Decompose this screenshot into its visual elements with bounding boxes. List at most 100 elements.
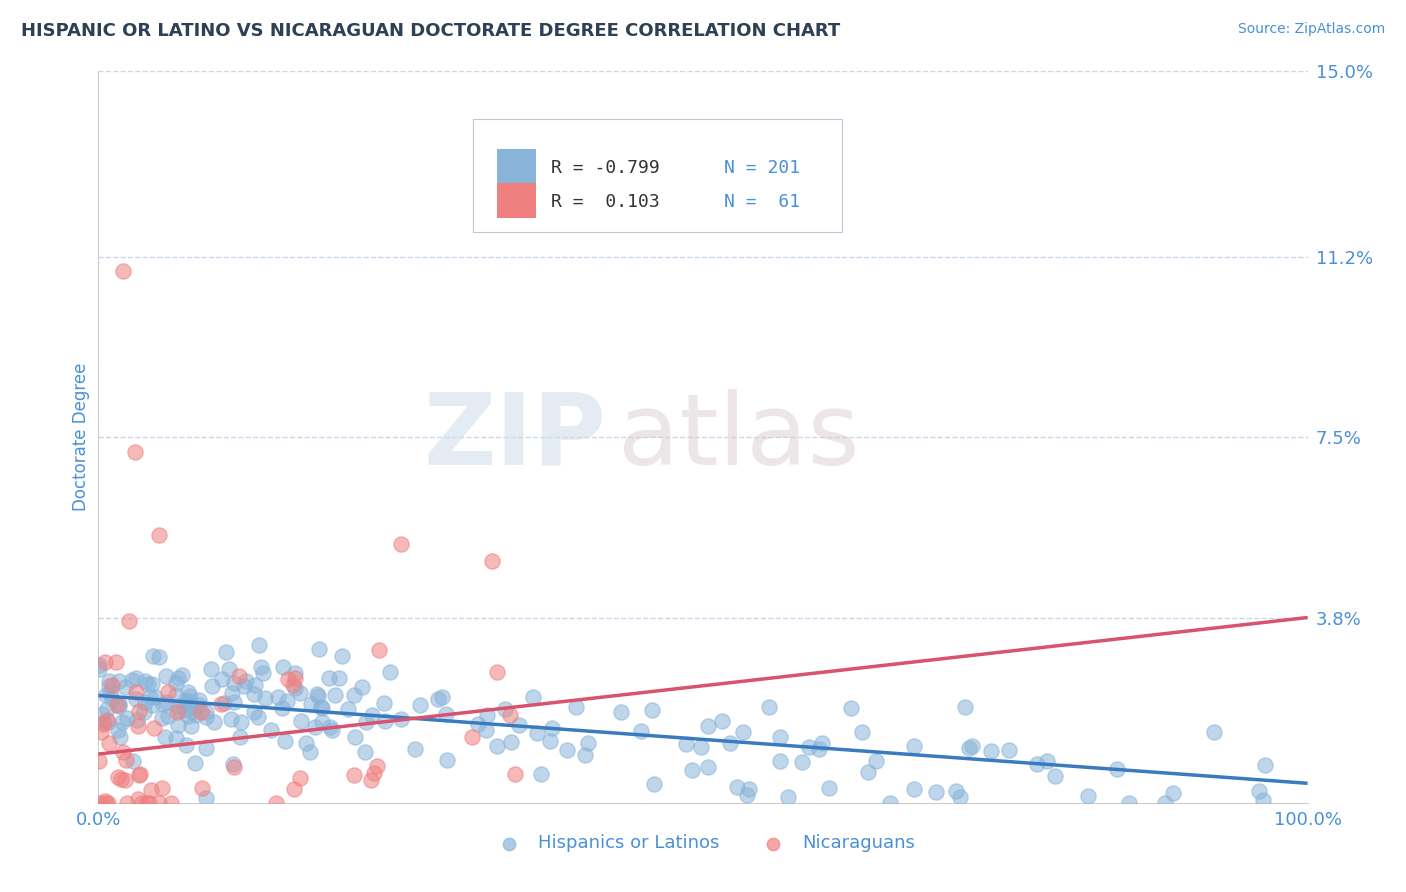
- Point: [94, 794, 117, 808]
- Point: [499, 707, 522, 722]
- Point: [298, 745, 321, 759]
- Point: [461, 730, 484, 744]
- Point: [731, 724, 754, 739]
- Point: [264, 796, 287, 810]
- Point: [630, 723, 652, 738]
- Point: [169, 699, 191, 714]
- Point: [114, 773, 136, 788]
- Point: [246, 710, 269, 724]
- Point: [177, 695, 200, 709]
- Point: [111, 264, 134, 278]
- FancyBboxPatch shape: [474, 119, 842, 232]
- Point: [776, 789, 799, 804]
- Point: [949, 790, 972, 805]
- Point: [643, 777, 665, 791]
- Point: [177, 695, 200, 709]
- Point: [194, 790, 217, 805]
- Point: [503, 767, 526, 781]
- Point: [486, 665, 509, 680]
- Point: [153, 730, 176, 744]
- Point: [475, 708, 498, 723]
- Point: [735, 788, 758, 802]
- Point: [141, 698, 163, 712]
- Point: [243, 678, 266, 692]
- Point: [758, 700, 780, 714]
- FancyBboxPatch shape: [498, 183, 536, 218]
- Point: [270, 701, 292, 715]
- Point: [229, 714, 252, 729]
- Point: [1025, 756, 1047, 771]
- Text: ZIP: ZIP: [423, 389, 606, 485]
- Point: [522, 690, 544, 704]
- Point: [309, 699, 332, 714]
- Point: [141, 677, 163, 691]
- Point: [305, 687, 328, 701]
- Point: [276, 694, 298, 708]
- Point: [209, 698, 232, 712]
- Point: [283, 678, 305, 692]
- Point: [165, 688, 187, 702]
- Point: [98, 686, 121, 700]
- Point: [176, 685, 198, 699]
- Point: [150, 711, 173, 725]
- Text: N =  61: N = 61: [724, 193, 800, 211]
- Point: [436, 753, 458, 767]
- Point: [284, 681, 307, 696]
- Point: [792, 755, 814, 769]
- Point: [260, 723, 283, 738]
- Point: [124, 444, 146, 458]
- Point: [228, 669, 250, 683]
- Point: [307, 689, 329, 703]
- Point: [1253, 793, 1275, 807]
- Point: [118, 614, 141, 628]
- Point: [475, 723, 498, 737]
- Point: [127, 713, 149, 727]
- FancyBboxPatch shape: [498, 149, 536, 184]
- Point: [1153, 796, 1175, 810]
- Point: [328, 671, 350, 685]
- Point: [135, 796, 157, 810]
- Point: [363, 766, 385, 780]
- Point: [105, 656, 128, 670]
- Point: [360, 772, 382, 787]
- Point: [323, 688, 346, 702]
- Point: [188, 693, 211, 707]
- Point: [818, 781, 841, 796]
- Point: [710, 714, 733, 729]
- Point: [738, 781, 761, 796]
- Point: [343, 730, 366, 744]
- Point: [233, 680, 256, 694]
- Point: [179, 689, 201, 703]
- Point: [243, 687, 266, 701]
- Legend: Hispanics or Latinos, Nicaraguans: Hispanics or Latinos, Nicaraguans: [484, 827, 922, 860]
- Point: [1118, 796, 1140, 810]
- Point: [243, 705, 266, 719]
- Point: [91, 706, 114, 721]
- Point: [224, 676, 246, 690]
- Point: [374, 714, 396, 728]
- Point: [274, 734, 297, 748]
- Point: [925, 785, 948, 799]
- Point: [125, 671, 148, 685]
- Point: [97, 714, 120, 729]
- Point: [290, 714, 312, 728]
- Point: [508, 717, 530, 731]
- Point: [190, 706, 212, 720]
- Point: [96, 688, 118, 702]
- Point: [540, 721, 562, 735]
- Point: [879, 796, 901, 810]
- Point: [308, 641, 330, 656]
- Point: [167, 671, 190, 685]
- Point: [214, 696, 236, 710]
- Point: [194, 741, 217, 756]
- Point: [368, 643, 391, 657]
- Point: [131, 796, 153, 810]
- Point: [1161, 786, 1184, 800]
- Point: [96, 714, 118, 728]
- Point: [576, 736, 599, 750]
- Point: [696, 719, 718, 733]
- Point: [143, 690, 166, 705]
- Point: [222, 695, 245, 709]
- Point: [89, 662, 111, 676]
- Point: [839, 701, 862, 715]
